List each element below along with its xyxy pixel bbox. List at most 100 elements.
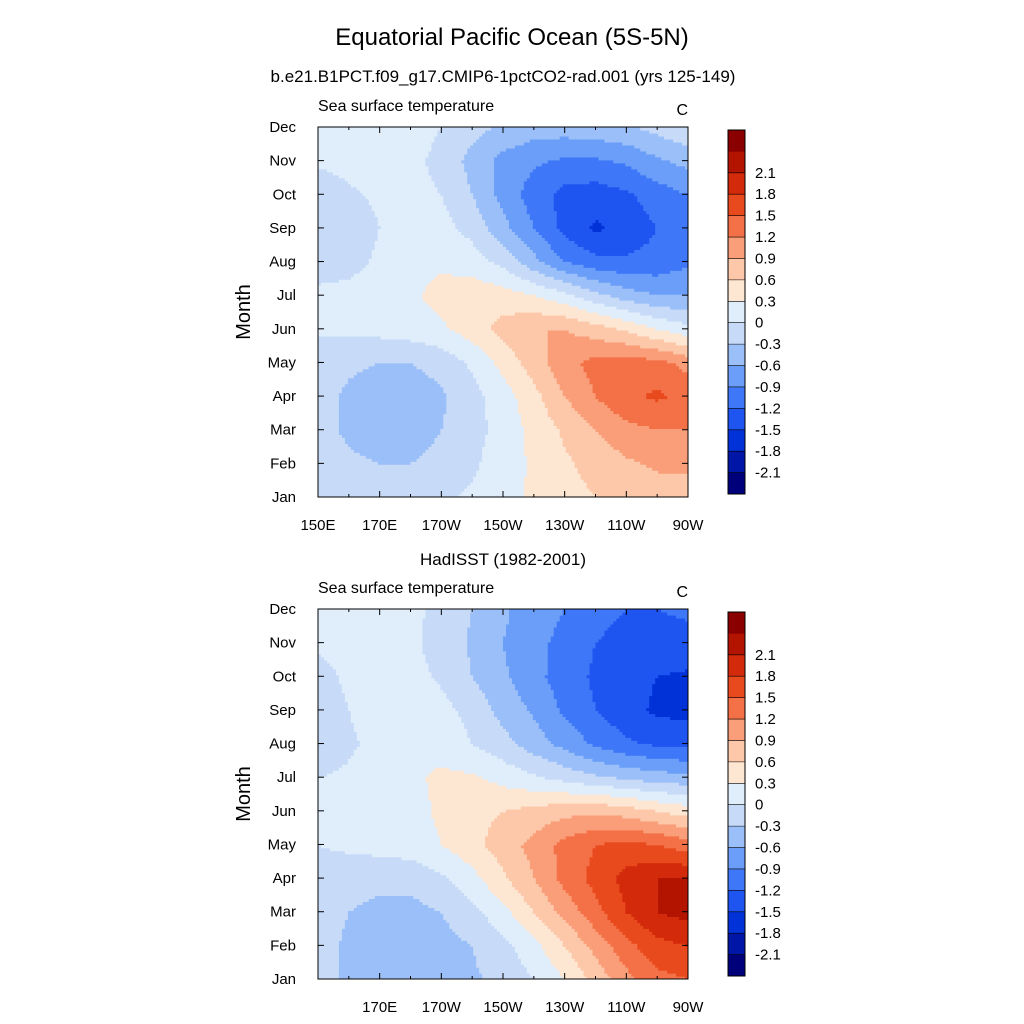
contour-cell	[580, 362, 677, 367]
contour-cell	[616, 925, 644, 929]
contour-cell	[514, 683, 552, 688]
contour-cell	[503, 243, 528, 247]
contour-cell	[634, 320, 683, 325]
contour-cell	[592, 222, 603, 227]
y-tick-label: Aug	[269, 736, 296, 753]
contour-cell	[556, 213, 650, 218]
contour-cell	[485, 407, 519, 412]
contour-cell	[508, 609, 564, 613]
contour-cell	[532, 713, 564, 718]
contour-cell	[673, 350, 688, 355]
contour-cell	[595, 707, 647, 712]
contour-cell	[613, 785, 688, 789]
contour-cell	[583, 479, 688, 483]
contour-cell	[592, 692, 653, 697]
contour-cell	[646, 356, 688, 361]
contour-cell	[664, 338, 688, 343]
contour-cell	[607, 440, 688, 444]
contour-cell	[318, 838, 441, 843]
contour-cell	[338, 401, 447, 406]
contour-cell	[318, 434, 343, 438]
contour-cell	[538, 258, 564, 262]
contour-cell	[532, 934, 558, 938]
contour-cell	[467, 728, 507, 732]
contour-cell	[494, 853, 528, 858]
contour-cell	[485, 749, 528, 753]
contour-cell	[628, 970, 668, 974]
contour-cell	[598, 291, 650, 295]
contour-cell	[470, 668, 510, 673]
contour-cell	[523, 186, 561, 191]
contour-cell	[526, 707, 561, 712]
contour-cell	[574, 464, 647, 468]
contour-cell	[494, 159, 549, 164]
contour-cell	[449, 922, 492, 926]
contour-cell	[318, 743, 361, 747]
x-tick-label: 130W	[545, 517, 585, 534]
contour-cell	[338, 425, 444, 429]
contour-cell	[625, 901, 659, 905]
y-tick-label: Mar	[270, 422, 296, 439]
contour-cell	[661, 609, 688, 613]
contour-cell	[652, 692, 688, 697]
contour-cell	[318, 285, 427, 289]
contour-cell	[583, 359, 668, 364]
contour-cell	[595, 701, 650, 706]
contour-cell	[318, 243, 376, 247]
contour-cell	[505, 267, 531, 271]
colorbar-box	[728, 322, 745, 345]
y-tick-label: Oct	[273, 186, 297, 203]
colorbar-label: 0.9	[755, 250, 776, 267]
contour-cell	[619, 449, 688, 453]
contour-cell	[649, 237, 688, 241]
contour-cell	[437, 829, 489, 834]
contour-cell	[589, 856, 688, 861]
contour-cell	[318, 904, 358, 908]
contour-cell	[559, 428, 597, 432]
contour-cell	[461, 856, 498, 861]
contour-cell	[500, 204, 528, 209]
contour-cell	[562, 609, 626, 613]
y-tick-label: Nov	[269, 635, 296, 652]
contour-cell	[520, 192, 555, 197]
colorbar-box	[728, 344, 745, 366]
contour-cell	[562, 443, 612, 447]
contour-cell	[452, 928, 498, 932]
contour-cell	[318, 317, 444, 322]
colorbar-label: 1.5	[755, 690, 776, 707]
contour-cell	[431, 770, 465, 774]
contour-cell	[428, 773, 477, 777]
contour-cell	[318, 728, 355, 732]
contour-cell	[473, 609, 510, 613]
contour-cell	[434, 309, 588, 313]
contour-cell	[485, 838, 528, 843]
contour-cell	[676, 847, 688, 852]
contour-cell	[595, 928, 620, 932]
contour-cell	[371, 252, 483, 256]
contour-cell	[601, 222, 656, 227]
contour-cell	[682, 141, 688, 146]
contour-cell	[359, 452, 424, 456]
contour-cell	[428, 150, 468, 155]
contour-cell	[318, 159, 427, 164]
contour-cell	[595, 773, 688, 777]
colorbar-label: -1.2	[755, 400, 781, 417]
contour-cell	[318, 713, 352, 718]
contour-cell	[619, 297, 688, 301]
contour-cell	[318, 320, 447, 325]
contour-cell	[559, 135, 570, 140]
contour-cell	[479, 344, 510, 349]
contour-cell	[464, 892, 495, 897]
contour-cell	[437, 312, 516, 316]
contour-cell	[652, 219, 688, 224]
contour-cell	[338, 955, 477, 959]
contour-cell	[338, 431, 441, 435]
contour-cell	[667, 395, 688, 400]
contour-cell	[485, 880, 513, 885]
contour-cell	[470, 189, 495, 194]
contour-cell	[485, 404, 519, 409]
contour-cell	[550, 901, 576, 905]
contour-cell	[547, 332, 576, 337]
contour-cell	[505, 629, 555, 634]
contour-cell	[338, 940, 468, 944]
